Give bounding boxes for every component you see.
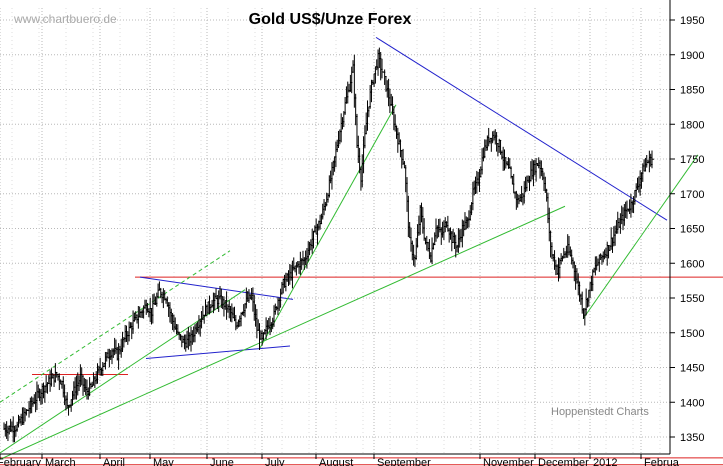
y-tick-label: 1750 <box>680 154 704 166</box>
x-tick-label: September <box>377 457 431 466</box>
y-tick-label: 1450 <box>680 363 704 375</box>
y-tick-label: 1950 <box>680 15 704 27</box>
x-tick-label: April <box>103 457 125 466</box>
y-tick-label: 1550 <box>680 293 704 305</box>
price-bars <box>3 47 654 443</box>
x-tick-label: July <box>265 457 285 466</box>
y-tick-label: 1600 <box>680 258 704 270</box>
x-tick-label: Februa <box>644 457 680 466</box>
x-tick-label: February <box>0 457 42 466</box>
watermark: www.chartbuero.de <box>13 12 117 26</box>
x-tick-label: August <box>319 457 353 466</box>
trend-line-trend-summer <box>259 104 397 349</box>
trend-line-triangle-upper <box>139 276 294 300</box>
trend-line-down-trend <box>375 36 668 221</box>
x-tick-label: 2012 <box>593 457 617 466</box>
trend-line-trend-winter <box>582 154 699 320</box>
x-tick-label: December <box>538 457 589 466</box>
y-tick-label: 1850 <box>680 85 704 97</box>
credit-label: Hoppenstedt Charts <box>551 406 649 418</box>
x-tick-label: June <box>210 457 234 466</box>
y-tick-label: 1350 <box>680 432 704 444</box>
y-tick-label: 1800 <box>680 119 704 131</box>
y-tick-label: 1650 <box>680 224 704 236</box>
trend-line-channel-dashed <box>0 250 231 403</box>
x-tick-label: March <box>45 457 76 466</box>
x-tick-label: May <box>153 457 174 466</box>
trend-line-long-trend <box>0 205 566 460</box>
y-tick-label: 1400 <box>680 397 704 409</box>
x-axis: February March April May June July August Septe… <box>0 453 680 466</box>
trend-line-triangle-lower <box>145 345 291 359</box>
y-tick-label: 1900 <box>680 50 704 62</box>
y-tick-label: 1700 <box>680 189 704 201</box>
x-tick-label: November <box>483 457 534 466</box>
y-axis: 1350 1400 1450 1500 1550 1600 1650 1700 1750 1800… <box>669 0 704 454</box>
chart-title: Gold US$/Unze Forex <box>249 11 412 28</box>
grid <box>0 8 670 454</box>
y-tick-label: 1500 <box>680 328 704 340</box>
